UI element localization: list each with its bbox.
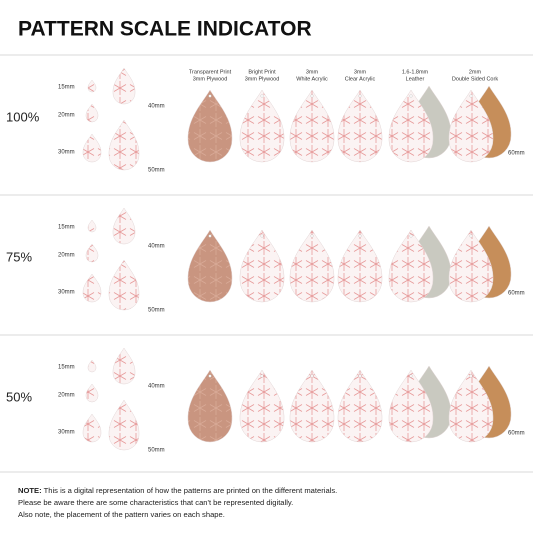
teardrop [82, 133, 102, 163]
scale-label: 75% [6, 249, 32, 264]
hole [409, 374, 413, 378]
size-label: 30mm [58, 290, 75, 296]
teardrop [112, 347, 136, 385]
note-line: This is a digital representation of how … [44, 486, 338, 495]
teardrop [85, 243, 99, 263]
teardrop [87, 359, 97, 373]
hole [208, 94, 212, 98]
note-text: NOTE: This is a digital representation o… [18, 486, 337, 495]
teardrop [388, 89, 434, 163]
size-label: 15mm [58, 85, 75, 91]
hole [310, 374, 314, 378]
teardrop [108, 119, 140, 171]
note-line: Please be aware there are some character… [18, 498, 293, 507]
teardrop [388, 369, 434, 443]
material-name: White Acrylic [296, 76, 328, 82]
page-title: PATTERN SCALE INDICATOR [18, 18, 312, 41]
material-name: 1.6-1.8mm [402, 69, 429, 75]
material-name: 2mm [469, 69, 482, 75]
size-label: 20mm [58, 393, 75, 399]
teardrop [448, 89, 494, 163]
size-label: 30mm [58, 150, 75, 156]
teardrop [289, 89, 335, 163]
hole [358, 94, 362, 98]
size-label: 30mm [58, 430, 75, 436]
note-line: Also note, the placement of the pattern … [18, 510, 225, 519]
material-name: Clear Acrylic [345, 76, 376, 82]
size-label: 60mm [508, 291, 525, 297]
hole [409, 94, 413, 98]
size-label: 50mm [148, 168, 165, 174]
size-label: 15mm [58, 225, 75, 231]
size-label: 40mm [148, 104, 165, 110]
teardrop [187, 89, 233, 163]
teardrop [187, 369, 233, 443]
material-name: Double Sided Cork [452, 76, 498, 82]
teardrop [448, 229, 494, 303]
material-name: Transparent Print [189, 69, 232, 75]
scale-label: 50% [6, 389, 32, 404]
teardrop [337, 369, 383, 443]
teardrop [289, 229, 335, 303]
size-label: 15mm [58, 365, 75, 371]
teardrop [112, 67, 136, 105]
size-label: 60mm [508, 431, 525, 437]
hole [260, 374, 264, 378]
hole [469, 234, 473, 238]
teardrop [87, 219, 97, 233]
size-label: 50mm [148, 448, 165, 454]
hole [358, 234, 362, 238]
hole [358, 374, 362, 378]
teardrop [337, 229, 383, 303]
size-label: 60mm [508, 151, 525, 157]
size-label: 20mm [58, 253, 75, 259]
teardrop [448, 369, 494, 443]
teardrop [187, 229, 233, 303]
material-name: 3mm Plywood [245, 76, 280, 82]
size-label: 20mm [58, 113, 75, 119]
teardrop [85, 383, 99, 403]
teardrop [108, 259, 140, 311]
teardrop [388, 229, 434, 303]
teardrop [82, 413, 102, 443]
note-label: NOTE: [18, 486, 42, 495]
material-name: 3mm Plywood [193, 76, 228, 82]
hole [310, 94, 314, 98]
hole [310, 234, 314, 238]
teardrop [239, 369, 285, 443]
material-name: Leather [406, 76, 425, 82]
size-label: 50mm [148, 308, 165, 314]
hole [469, 94, 473, 98]
teardrop [85, 103, 99, 123]
teardrop [337, 89, 383, 163]
material-name: 3mm [354, 69, 367, 75]
material-name: 3mm [306, 69, 319, 75]
teardrop [82, 273, 102, 303]
size-label: 40mm [148, 384, 165, 390]
hole [208, 374, 212, 378]
hole [208, 234, 212, 238]
teardrop [289, 369, 335, 443]
hole [409, 234, 413, 238]
teardrop [108, 399, 140, 451]
teardrop [239, 89, 285, 163]
size-label: 40mm [148, 244, 165, 250]
note: NOTE: This is a digital representation o… [18, 486, 337, 519]
teardrop [112, 207, 136, 245]
teardrop [87, 79, 97, 93]
hole [469, 374, 473, 378]
hole [260, 234, 264, 238]
material-name: Bright Print [248, 69, 276, 75]
scale-label: 100% [6, 109, 40, 124]
teardrop [239, 229, 285, 303]
hole [260, 94, 264, 98]
